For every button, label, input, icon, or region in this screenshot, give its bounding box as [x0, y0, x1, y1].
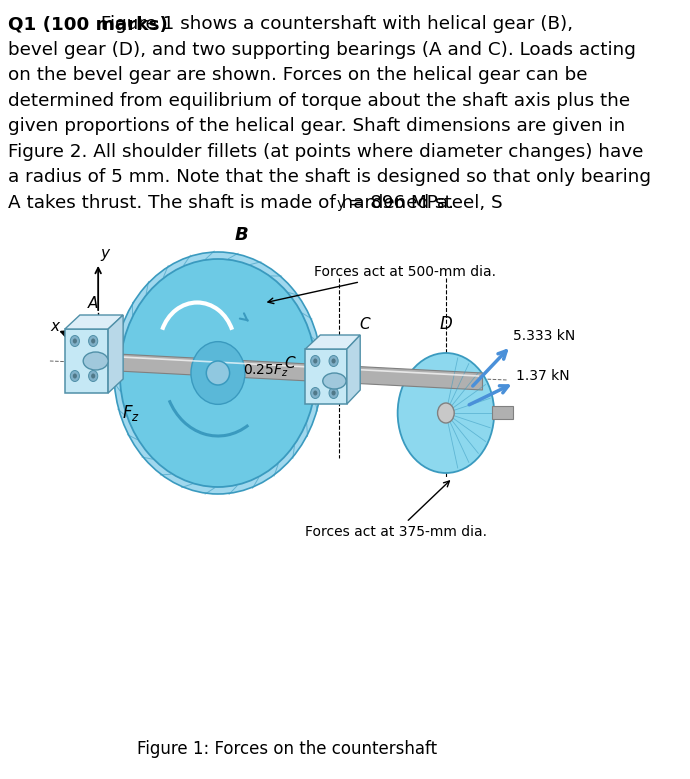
Text: C: C — [284, 356, 295, 371]
Text: given proportions of the helical gear. Shaft dimensions are given in: given proportions of the helical gear. S… — [8, 117, 626, 135]
Ellipse shape — [114, 252, 322, 494]
Polygon shape — [347, 335, 360, 404]
Polygon shape — [108, 315, 123, 393]
Text: C: C — [359, 317, 370, 332]
Circle shape — [88, 371, 98, 382]
Circle shape — [72, 339, 77, 344]
Text: Figure 2. All shoulder fillets (at points where diameter changes) have: Figure 2. All shoulder fillets (at point… — [8, 143, 644, 160]
Circle shape — [88, 336, 98, 347]
Circle shape — [72, 373, 77, 379]
FancyBboxPatch shape — [305, 349, 347, 404]
Text: Figure 1 shows a countershaft with helical gear (B),: Figure 1 shows a countershaft with helic… — [95, 15, 573, 33]
Circle shape — [437, 403, 454, 423]
Text: x: x — [50, 319, 59, 333]
Text: Q1 (100 marks): Q1 (100 marks) — [8, 15, 168, 33]
Circle shape — [70, 336, 79, 347]
Circle shape — [331, 390, 335, 396]
Ellipse shape — [397, 353, 494, 473]
Circle shape — [310, 387, 320, 399]
Ellipse shape — [191, 342, 245, 404]
Text: 1.37 kN: 1.37 kN — [515, 369, 569, 383]
Text: 5.333 kN: 5.333 kN — [513, 329, 575, 343]
Polygon shape — [98, 353, 482, 390]
Text: on the bevel gear are shown. Forces on the helical gear can be: on the bevel gear are shown. Forces on t… — [8, 66, 588, 84]
Text: D: D — [440, 315, 452, 333]
Text: $F_z$: $F_z$ — [122, 403, 140, 423]
Ellipse shape — [83, 352, 108, 370]
Circle shape — [329, 387, 338, 399]
Circle shape — [313, 358, 317, 364]
Circle shape — [313, 390, 317, 396]
FancyBboxPatch shape — [493, 406, 513, 419]
Text: a radius of 5 mm. Note that the shaft is designed so that only bearing: a radius of 5 mm. Note that the shaft is… — [8, 168, 651, 186]
FancyBboxPatch shape — [65, 329, 108, 393]
Circle shape — [91, 373, 95, 379]
Circle shape — [331, 358, 335, 364]
Ellipse shape — [120, 259, 316, 487]
Text: Forces act at 375-mm dia.: Forces act at 375-mm dia. — [305, 481, 487, 539]
Circle shape — [70, 371, 79, 382]
Text: = 896 MPa.: = 896 MPa. — [343, 193, 454, 212]
Circle shape — [329, 355, 338, 366]
Text: determined from equilibrium of torque about the shaft axis plus the: determined from equilibrium of torque ab… — [8, 91, 631, 110]
Ellipse shape — [323, 373, 346, 389]
Text: A: A — [88, 296, 99, 311]
Text: $0.25F_z$: $0.25F_z$ — [243, 363, 288, 379]
Ellipse shape — [206, 361, 230, 385]
Polygon shape — [65, 315, 123, 329]
Circle shape — [310, 355, 320, 366]
Text: bevel gear (D), and two supporting bearings (A and C). Loads acting: bevel gear (D), and two supporting beari… — [8, 41, 636, 58]
Text: y: y — [101, 246, 110, 261]
Circle shape — [91, 339, 95, 344]
Polygon shape — [305, 335, 360, 349]
Text: z: z — [167, 291, 175, 305]
Text: A takes thrust. The shaft is made of hardened steel, S: A takes thrust. The shaft is made of har… — [8, 193, 503, 212]
Text: Figure 1: Forces on the countershaft: Figure 1: Forces on the countershaft — [137, 740, 437, 758]
Text: Forces act at 500-mm dia.: Forces act at 500-mm dia. — [268, 265, 495, 304]
Text: y: y — [337, 196, 345, 210]
Text: B: B — [235, 226, 248, 244]
